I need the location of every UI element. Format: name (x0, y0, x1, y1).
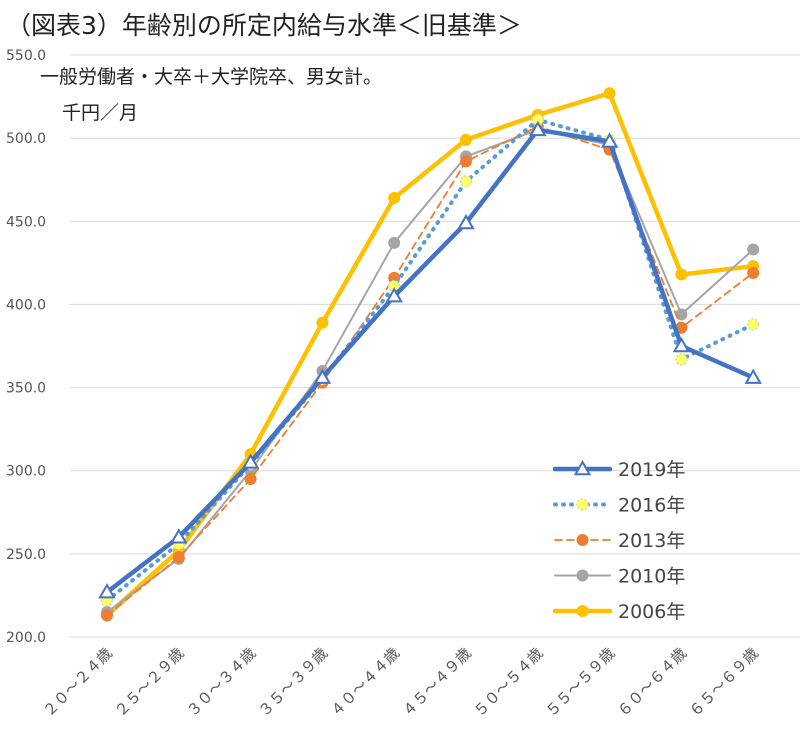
x-tick-label: ５０～５４歳 (470, 644, 546, 720)
data-point (388, 236, 401, 249)
legend-label: 2013年 (618, 530, 685, 552)
legend-label: 2010年 (618, 566, 685, 588)
data-point (98, 583, 116, 599)
data-point (316, 316, 329, 329)
legend-swatch-marker (576, 605, 589, 617)
y-tick-label: 550.0 (6, 48, 46, 64)
data-point (313, 368, 332, 384)
x-tick-label: ４５～４９歳 (398, 644, 474, 720)
series-layer (98, 87, 762, 622)
y-axis-ticks: 200.0 250.0 300.0 350.0 400.0 450.0 500.0 550.0 (6, 48, 46, 646)
y-axis-unit-label: 千円／月 (62, 102, 139, 124)
legend-item-2019: 2019年 (552, 459, 685, 481)
x-axis-ticks: ２０～２４歳２５～２９歳３０～３４歳３５～３９歳４０～４４歳４５～４９歳５０～５… (39, 644, 762, 720)
legend-swatch-marker (576, 569, 589, 582)
series-line-2010 (106, 128, 755, 614)
data-point (746, 318, 760, 331)
data-point (457, 213, 475, 230)
legend-swatch-marker (573, 459, 592, 476)
x-tick-label: ２０～２４歳 (39, 644, 115, 720)
series-2019 (98, 120, 762, 599)
y-tick-label: 250.0 (6, 547, 46, 563)
chart-title: （図表3）年齢別の所定内給与水準＜旧基準＞ (6, 11, 522, 40)
data-point (388, 192, 401, 205)
y-tick-label: 200.0 (6, 630, 46, 646)
data-point (600, 132, 619, 148)
data-point (460, 155, 472, 168)
legend-label: 2019年 (618, 459, 685, 481)
x-tick-label: ６０～６４歳 (614, 644, 690, 720)
y-tick-label: 300.0 (6, 464, 46, 480)
data-point (747, 266, 760, 279)
data-point (241, 453, 260, 469)
legend-item-2010: 2010年 (554, 566, 685, 588)
x-tick-label: ６５～６９歳 (686, 644, 762, 720)
data-point (529, 120, 547, 137)
x-tick-label: ３０～３４歳 (183, 644, 259, 720)
legend: 2019年 2016年 2013年 2010年 2006年 (552, 459, 685, 623)
legend-item-2013: 2013年 (554, 530, 685, 552)
data-point (747, 243, 760, 256)
data-point (244, 473, 257, 486)
data-point (675, 353, 688, 366)
data-point (385, 287, 403, 303)
y-tick-label: 350.0 (6, 381, 46, 397)
x-tick-label: ３５～３９歳 (255, 644, 331, 720)
legend-item-2006: 2006年 (552, 601, 685, 623)
data-point (672, 336, 691, 353)
y-tick-label: 400.0 (6, 297, 46, 313)
series-line-2019 (104, 127, 756, 595)
data-point (603, 87, 616, 100)
x-tick-label: ４０～４４歳 (327, 644, 403, 720)
legend-swatch-marker (576, 498, 589, 511)
x-tick-label: ５５～５９歳 (542, 644, 618, 720)
legend-label: 2016年 (618, 495, 685, 517)
data-point (744, 368, 762, 384)
legend-item-2016: 2016年 (553, 495, 685, 517)
y-tick-label: 450.0 (6, 214, 46, 230)
data-point (675, 268, 688, 281)
data-point (101, 609, 113, 622)
data-point (170, 528, 188, 544)
data-point (459, 175, 473, 188)
data-point (460, 133, 472, 146)
chart-subtitle: 一般労働者・大卒＋大学院卒、男女計。 (40, 66, 383, 88)
data-point (172, 551, 185, 564)
x-tick-label: ２５～２９歳 (111, 644, 187, 720)
grid-lines (70, 54, 800, 638)
y-tick-label: 500.0 (6, 131, 46, 147)
legend-swatch-marker (576, 534, 589, 546)
legend-label: 2006年 (618, 601, 685, 623)
